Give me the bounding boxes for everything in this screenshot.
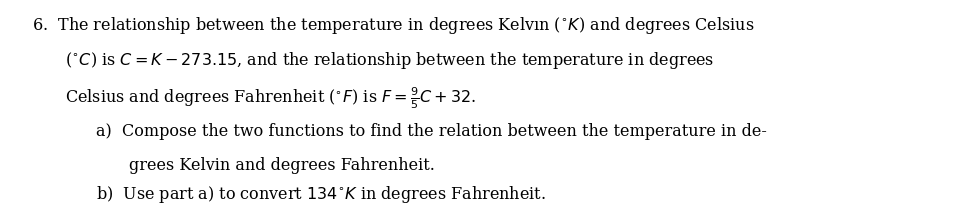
Text: a)  Compose the two functions to find the relation between the temperature in de: a) Compose the two functions to find the… — [95, 123, 766, 139]
Text: b)  Use part a) to convert $134^{\circ}K$ in degrees Fahrenheit.: b) Use part a) to convert $134^{\circ}K$… — [95, 183, 545, 204]
Text: 6.  The relationship between the temperature in degrees Kelvın ($^{\circ}K$) and: 6. The relationship between the temperat… — [31, 15, 753, 35]
Text: grees Kelvin and degrees Fahrenheit.: grees Kelvin and degrees Fahrenheit. — [129, 156, 435, 173]
Text: Celsius and degrees Fahrenheit ($^{\circ}F$) is $F = \frac{9}{5}C + 32$.: Celsius and degrees Fahrenheit ($^{\circ… — [65, 85, 476, 111]
Text: ($^{\circ}C$) is $C = K - 273.15$, and the relationship between the temperature : ($^{\circ}C$) is $C = K - 273.15$, and t… — [65, 50, 713, 71]
